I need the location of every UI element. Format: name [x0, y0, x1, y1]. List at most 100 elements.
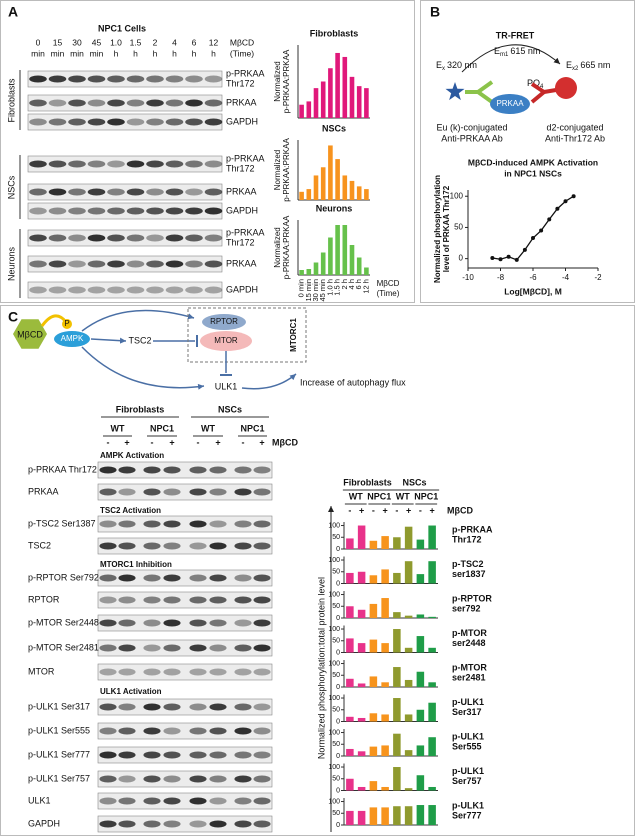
bar — [320, 81, 326, 118]
blot-band — [126, 118, 145, 126]
blot-band — [68, 118, 86, 126]
genotype-label: WT — [201, 423, 215, 433]
blot-band — [143, 542, 161, 550]
blot-strip — [27, 70, 223, 88]
blot-band — [185, 188, 203, 196]
blot-band — [204, 260, 223, 268]
chart-title: ser1837 — [452, 569, 486, 579]
blot-band — [165, 118, 184, 126]
blot-band — [204, 286, 223, 294]
blot-band — [99, 727, 117, 735]
blot-band — [48, 75, 67, 83]
bar — [369, 575, 378, 584]
blot-band — [163, 466, 181, 474]
blot-band — [146, 118, 164, 126]
treatment-sign: - — [151, 437, 154, 447]
band-label: p-MTOR Ser2448 — [28, 617, 99, 627]
bar — [416, 539, 425, 549]
blot-band — [87, 75, 106, 83]
bar — [428, 525, 436, 549]
treatment-label: MβCD — [272, 437, 298, 447]
treatment-sign: - — [242, 437, 245, 447]
blot-band — [146, 234, 164, 242]
blot-band — [48, 160, 67, 168]
x-tick-label: 45 min — [318, 279, 327, 302]
blot-band — [143, 797, 161, 805]
kinase-label: AMPK — [61, 334, 84, 343]
bar — [393, 612, 401, 618]
blot-band — [234, 644, 252, 652]
blot-strip — [27, 281, 223, 299]
bar — [393, 806, 401, 825]
blot-band — [29, 75, 47, 83]
band-label: GAPDH — [28, 818, 60, 828]
bar — [404, 526, 413, 549]
blot-band — [143, 668, 161, 676]
blot-band — [99, 751, 117, 759]
bar — [357, 810, 366, 825]
band-label: MTOR — [28, 666, 55, 676]
blot-band — [234, 488, 252, 496]
bar — [357, 717, 366, 722]
time-value: 1.0 — [110, 37, 122, 47]
section-label: ULK1 Activation — [100, 687, 162, 696]
y-axis-label: Normalized phosphorylation — [433, 175, 442, 283]
bar — [369, 603, 378, 618]
blot-band — [209, 488, 227, 496]
bar — [364, 267, 369, 275]
symbol: E — [494, 46, 500, 56]
subscript: m1 — [500, 52, 509, 58]
blot-band — [99, 542, 117, 550]
y-tick-label: 50 — [332, 672, 340, 679]
blot-band — [209, 466, 227, 474]
group-label: NSCs — [402, 477, 426, 487]
blot-band — [99, 574, 117, 582]
y-axis-label: p-PRKAA:PRKAA — [282, 138, 291, 202]
x-axis-label: (Time) — [377, 289, 400, 298]
group-label: Neurons — [6, 246, 16, 281]
bar — [306, 189, 312, 200]
blot-band — [204, 118, 223, 126]
blot-band — [209, 775, 227, 783]
bar — [381, 569, 389, 584]
fret-arrow — [461, 44, 561, 73]
blot-band — [234, 520, 252, 528]
y-tick-label: 100 — [328, 660, 340, 667]
time-value: 6 — [192, 37, 197, 47]
blot-band — [234, 797, 252, 805]
blot-strip — [97, 537, 273, 555]
band-label: PRKAA — [226, 186, 257, 196]
bar — [369, 746, 378, 756]
blot-band — [29, 234, 47, 242]
blot-band — [209, 574, 227, 582]
blot-band — [87, 286, 106, 294]
blot-band — [209, 668, 227, 676]
blot-band — [209, 644, 227, 652]
blot-band — [204, 75, 223, 83]
section-label: TSC2 Activation — [100, 506, 161, 515]
bar — [346, 748, 354, 756]
blot-band — [253, 703, 271, 711]
blot-band — [126, 99, 145, 107]
blot-band — [163, 751, 181, 759]
assay-title: TR-FRET — [496, 30, 535, 40]
time-value: 0 — [36, 37, 41, 47]
bar — [416, 709, 425, 722]
blot-band — [253, 727, 271, 735]
y-tick-label: 100 — [328, 798, 340, 805]
bar — [381, 807, 389, 825]
chart-title: ser792 — [452, 603, 481, 613]
blot-strip — [97, 639, 273, 657]
blot-band — [163, 703, 181, 711]
blot-strip — [97, 569, 273, 587]
time-unit: min — [31, 48, 45, 58]
treatment-label: (Time) — [230, 48, 254, 58]
blot-band — [118, 619, 136, 627]
blot-band — [209, 596, 227, 604]
blot-strip — [97, 483, 273, 501]
blot-strip — [97, 746, 273, 764]
treatment-sign: - — [107, 437, 110, 447]
bar — [306, 101, 312, 118]
bar — [381, 536, 389, 549]
blot-band — [185, 75, 203, 83]
